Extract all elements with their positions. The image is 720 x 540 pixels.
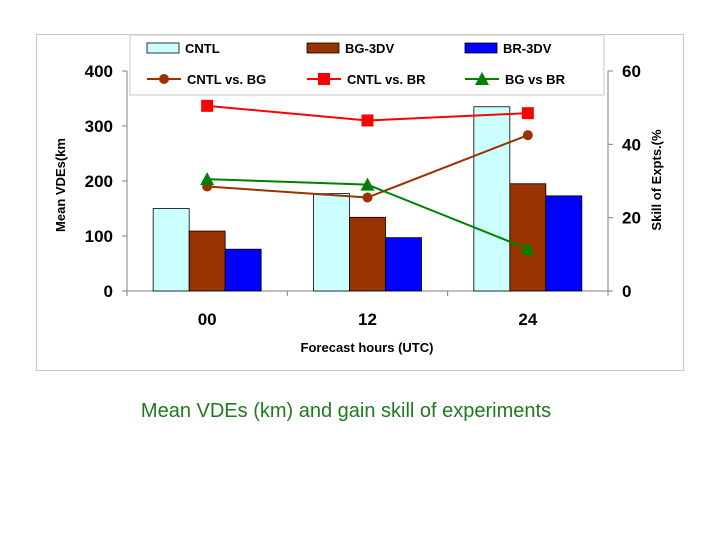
bar-bg-3dv: [509, 183, 547, 292]
legend-box: [129, 35, 605, 96]
bar-br-3dv: [385, 237, 422, 292]
legend-label: CNTL: [185, 41, 220, 56]
point-cntl-vs-bg: [522, 130, 533, 141]
lines: [200, 99, 535, 255]
legend-swatch: [306, 42, 340, 54]
legend-label: CNTL vs. BR: [347, 72, 426, 87]
bar-bg-3dv: [349, 216, 386, 292]
bar-cntl: [152, 208, 190, 292]
legend-swatch: [464, 42, 498, 54]
chart-caption: Mean VDEs (km) and gain skill of experim…: [140, 400, 552, 422]
legend-marker: [318, 73, 330, 85]
bar-cntl: [313, 193, 350, 292]
bar-br-3dv: [224, 248, 262, 292]
right-tick-label: 20: [622, 209, 641, 228]
bar-bg-3dv: [188, 230, 226, 292]
legend: CNTL BG-3DV BR-3DV CNTL vs. BG CNTL vs. BR BG…: [129, 35, 605, 96]
point-cntl-vs-bg: [362, 192, 373, 203]
legend-label: BR-3DV: [503, 41, 552, 56]
legend-marker: [475, 72, 489, 85]
bar-br-3dv: [545, 195, 583, 292]
right-tick-label: 40: [622, 135, 641, 154]
right-tick-label: 0: [622, 282, 631, 301]
x-axis-title: Forecast hours (UTC): [301, 340, 434, 355]
axes: 0 100 200 300 400 0 20 40 60 00 12 24 Mean VDEs(km Sk…: [53, 62, 664, 355]
point-cntl-vs-br: [361, 114, 374, 127]
x-tick-label: 12: [358, 310, 377, 329]
left-tick-label: 400: [85, 62, 113, 81]
point-cntl-vs-br: [521, 107, 534, 120]
point-bg-vs-br: [360, 177, 375, 191]
legend-label: CNTL vs. BG: [187, 72, 266, 87]
x-tick-label: 00: [198, 310, 217, 329]
x-tick-label: 24: [518, 310, 537, 329]
left-tick-label: 100: [85, 227, 113, 246]
point-cntl-vs-br: [201, 99, 214, 112]
chart-frame: 0 100 200 300 400 0 20 40 60 00 12 24 Mean VDEs(km Sk…: [36, 34, 684, 371]
left-tick-label: 200: [85, 172, 113, 191]
legend-swatch: [146, 42, 180, 54]
legend-label: BG vs BR: [505, 72, 566, 87]
left-tick-label: 0: [104, 282, 113, 301]
right-axis-title: Skill of Expts.(%: [649, 129, 664, 231]
legend-marker: [159, 74, 169, 84]
right-tick-label: 60: [622, 62, 641, 81]
bars: [152, 106, 583, 292]
left-axis-title: Mean VDEs(km: [53, 138, 68, 232]
bar-cntl: [473, 106, 511, 292]
point-bg-vs-br: [200, 172, 215, 186]
chart-svg: 0 100 200 300 400 0 20 40 60 00 12 24 Mean VDEs(km Sk…: [53, 35, 664, 355]
left-tick-label: 300: [85, 117, 113, 136]
point-bg-vs-br: [520, 241, 535, 255]
legend-label: BG-3DV: [345, 41, 394, 56]
